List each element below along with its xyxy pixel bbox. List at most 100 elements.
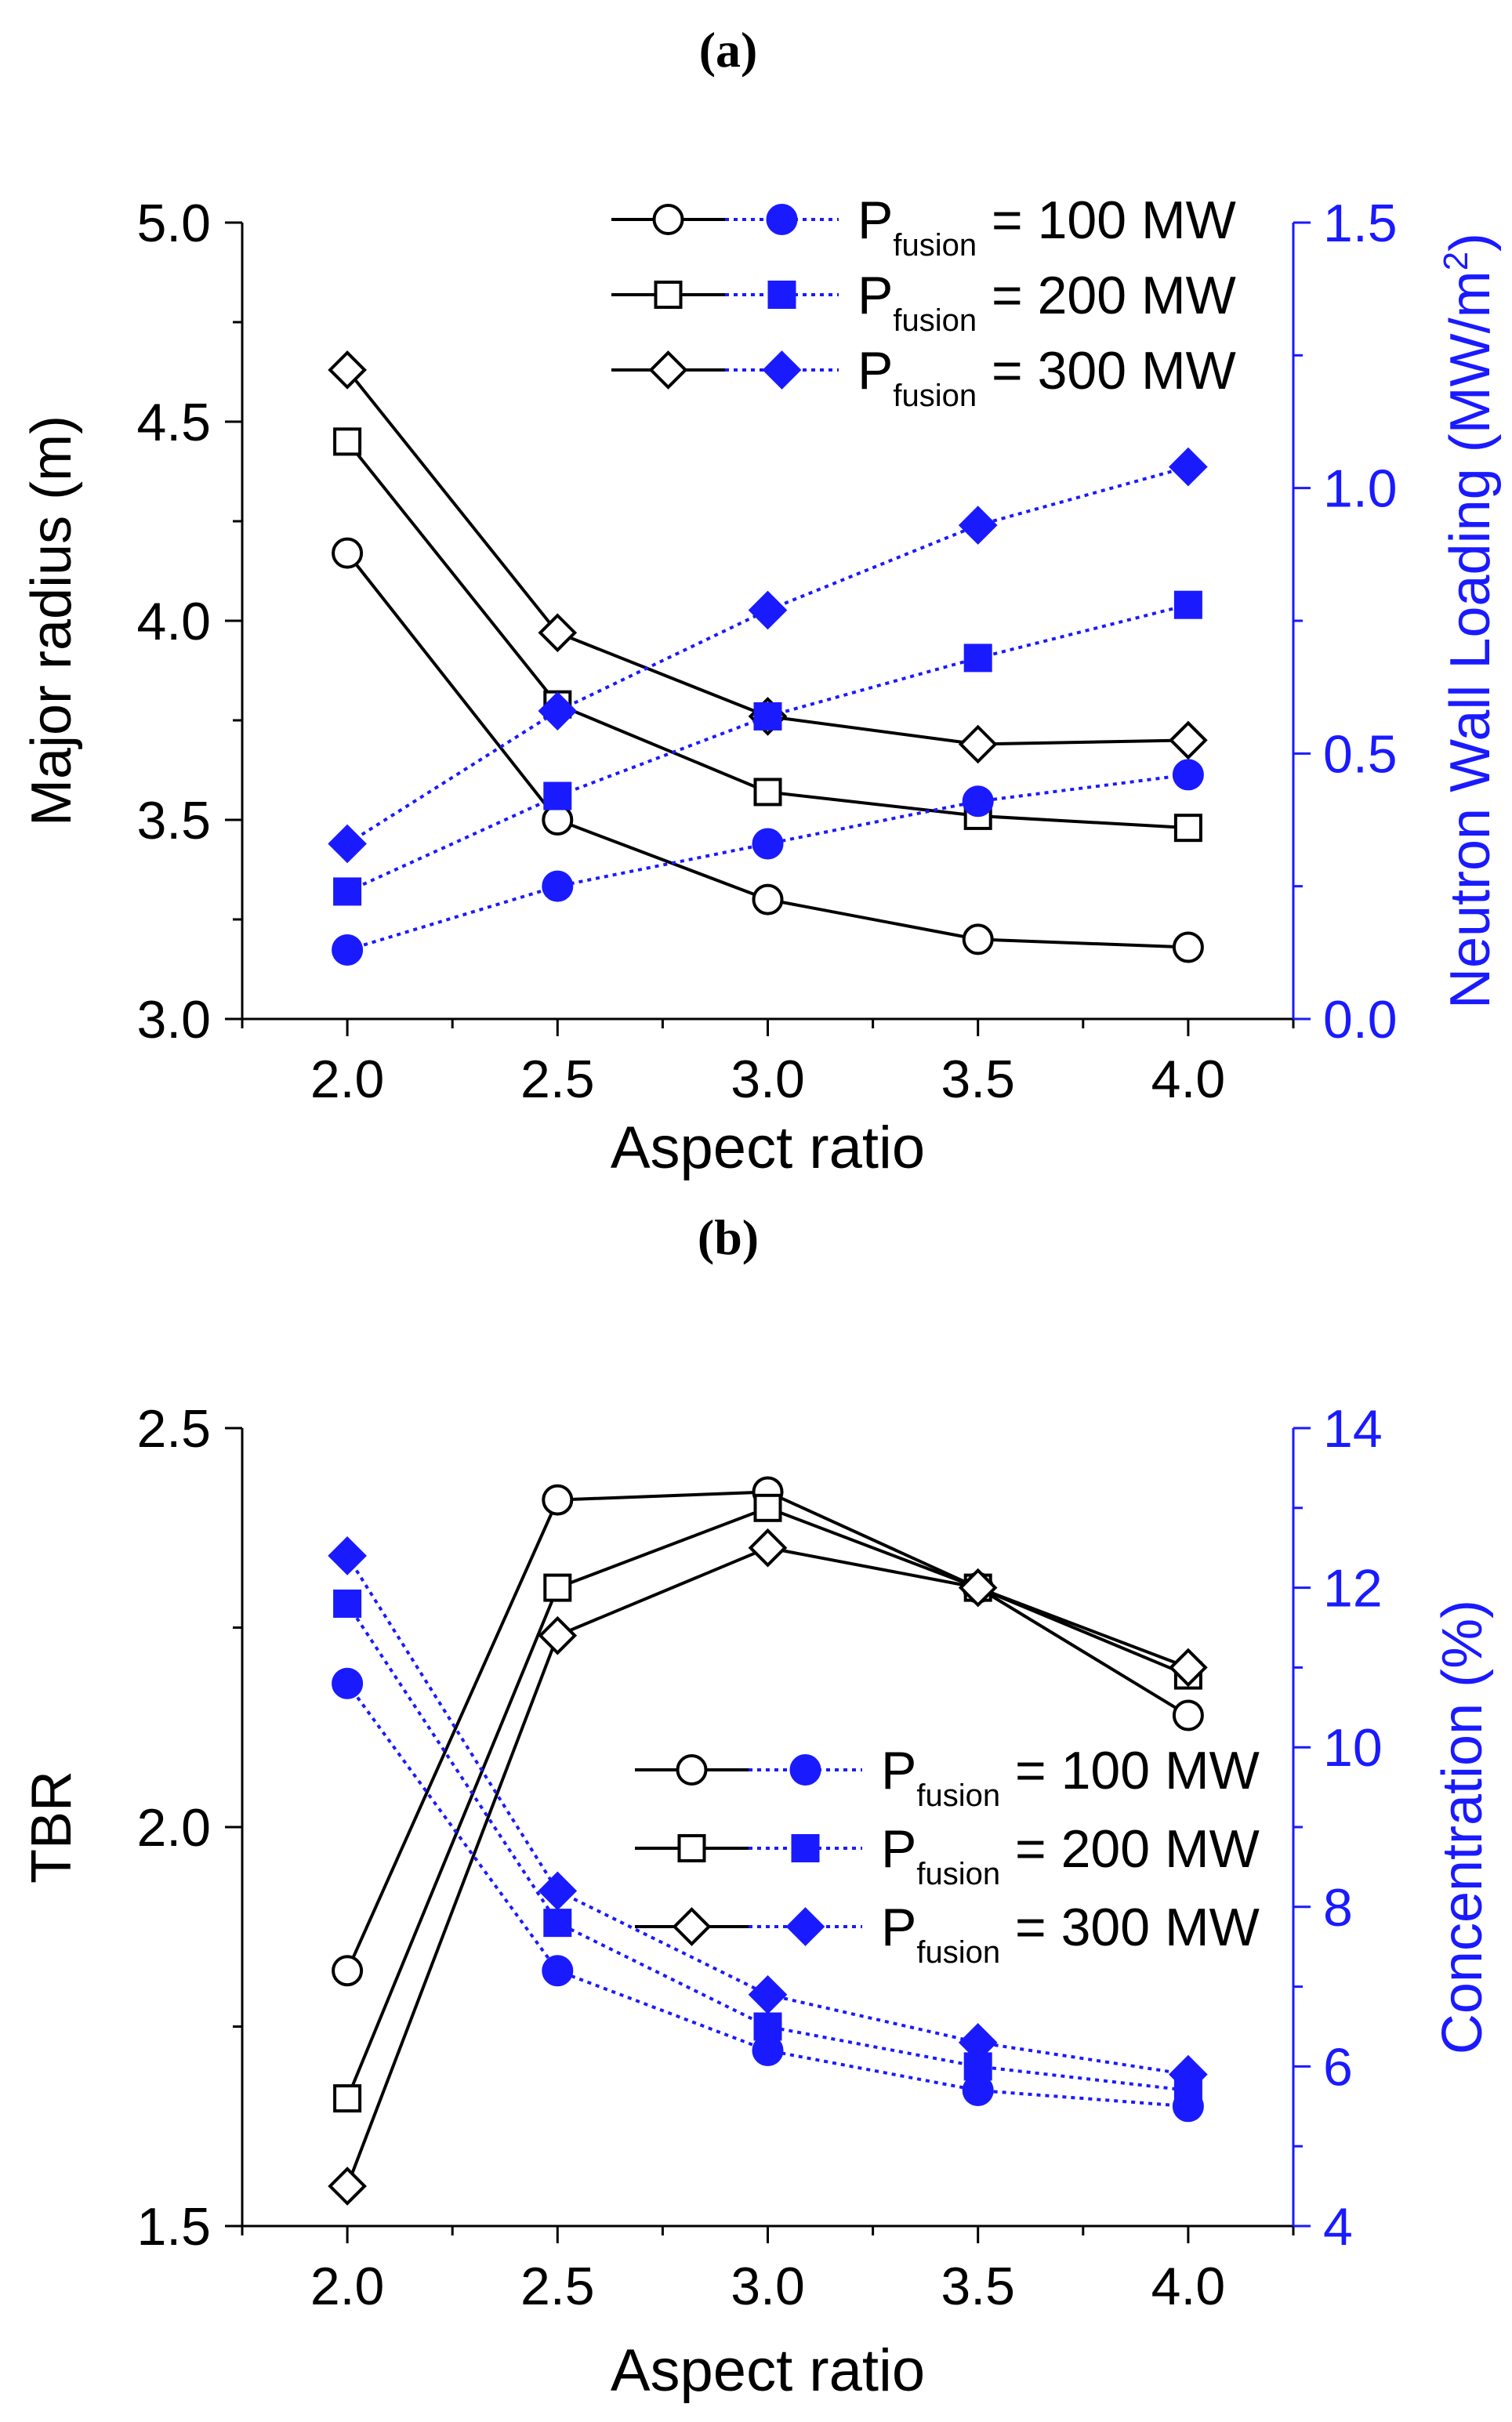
legend-marker-filled [766,204,798,235]
legend-label: Pfusion = 300 MW [881,1898,1260,1970]
data-point-diamond [958,2023,998,2062]
data-point-circle [1172,1699,1204,1731]
data-point-diamond [328,1536,367,1575]
legend-marker-open [648,350,688,390]
data-point-diamond [958,1568,998,1608]
y-tick-label: 2.5 [136,1399,211,1459]
data-point-circle [542,1484,574,1516]
legend-marker-open [652,204,684,235]
x-tick-label: 3.5 [941,2257,1015,2316]
y2-tick-label: 0.5 [1323,724,1398,784]
x-tick-label: 4.0 [1151,2257,1226,2316]
y2-tick-label: 14 [1323,1399,1383,1459]
panel-label: (a) [699,22,758,78]
data-point-square [543,1573,572,1602]
y-tick-label: 4.0 [136,592,211,651]
chart-panel-b: (b) 2.0 2.5 3.0 3.5 4.0 1.5 2.0 2.5 4 6 8 10 12 14 Aspe… [20,1209,1494,2404]
data-point-square [333,877,362,906]
data-point-square [333,1589,362,1618]
data-point-square [333,427,362,456]
data-point-square [963,644,992,673]
panel-label: (b) [698,1209,759,1265]
y2-tick-label: 4 [1323,2197,1353,2257]
series-line [346,465,1189,846]
legend-marker-open [672,1907,712,1946]
x-tick-label: 2.0 [310,2257,385,2316]
data-point-diamond [748,1528,788,1568]
x-tick-label: 4.0 [1151,1050,1226,1109]
y-tick-label: 3.5 [136,791,211,850]
data-point-square [753,2012,782,2041]
legend-marker-open [654,281,683,309]
y-axis-title: TBR [20,1771,83,1884]
series-diamond-right [328,1536,1208,2094]
y2-tick-label: 6 [1323,2037,1353,2097]
data-point-circle [1172,759,1204,791]
data-point-circle [1172,931,1204,963]
y-tick-label: 5.0 [136,194,211,253]
data-point-diamond [748,590,788,630]
data-point-circle [962,923,994,955]
series-line [346,368,1188,746]
series-square-right [333,1589,1202,2105]
data-point-diamond [328,824,367,864]
data-point-diamond [328,2166,367,2206]
y-tick-label: 3.0 [136,990,211,1050]
series-circle-left [332,537,1204,963]
y2-tick-label: 1.5 [1323,194,1398,253]
legend-label: Pfusion = 100 MW [858,190,1236,263]
x-tick-label: 3.5 [941,1050,1015,1109]
data-point-circle [752,828,784,860]
series-circle-right [332,1667,1204,2123]
x-tick-label: 3.0 [731,2257,805,2316]
data-point-diamond [1169,720,1208,760]
data-point-diamond [538,1871,578,1911]
legend-label: Pfusion = 100 MW [881,1741,1260,1813]
legend-label: Pfusion = 200 MW [881,1819,1260,1891]
y2-tick-label: 8 [1323,1878,1353,1938]
data-point-diamond [748,1974,788,2014]
y2-axis-title: Concentration (%) [1431,1600,1494,2054]
y-tick-label: 1.5 [136,2197,211,2257]
y2-tick-label: 12 [1323,1559,1383,1619]
data-point-circle [332,537,364,569]
data-point-diamond [1169,447,1208,487]
data-point-square [543,781,572,810]
data-point-diamond [1169,1648,1208,1688]
data-point-diamond [958,506,998,545]
legend-marker-filled [762,350,802,390]
data-point-square [1173,814,1202,843]
data-point-circle [332,1667,364,1699]
data-point-square [753,702,782,731]
data-point-square [543,1909,572,1938]
x-axis-title: Aspect ratio [611,2337,925,2404]
data-point-diamond [538,613,578,653]
series-diamond-right [328,447,1208,864]
data-point-circle [752,883,784,916]
x-tick-label: 2.5 [520,2257,595,2316]
data-point-square [1173,590,1202,619]
data-point-diamond [538,1615,578,1655]
series-circle-right [332,759,1204,966]
x-axis-title: Aspect ratio [611,1115,925,1181]
data-point-diamond [538,691,578,731]
y-axis-title: Major radius (m) [20,415,83,826]
data-point-circle [332,1955,364,1987]
x-tick-label: 2.5 [520,1050,595,1109]
series-line [346,441,1189,830]
data-point-circle [962,785,994,818]
legend-marker-filled [785,1907,825,1946]
legend-marker-open [676,1754,708,1786]
x-tick-label: 2.0 [310,1050,385,1109]
data-point-circle [542,1955,574,1987]
y2-tick-label: 1.0 [1323,459,1398,519]
series-square-right [333,590,1202,906]
legend-label: Pfusion = 300 MW [858,341,1236,413]
y2-axis-title: Neutron Wall Loading (MW/m2) [1437,233,1502,1009]
legend-marker-filled [767,281,796,309]
y2-tick-label: 10 [1323,1718,1383,1778]
series-diamond-left [328,1528,1208,2206]
